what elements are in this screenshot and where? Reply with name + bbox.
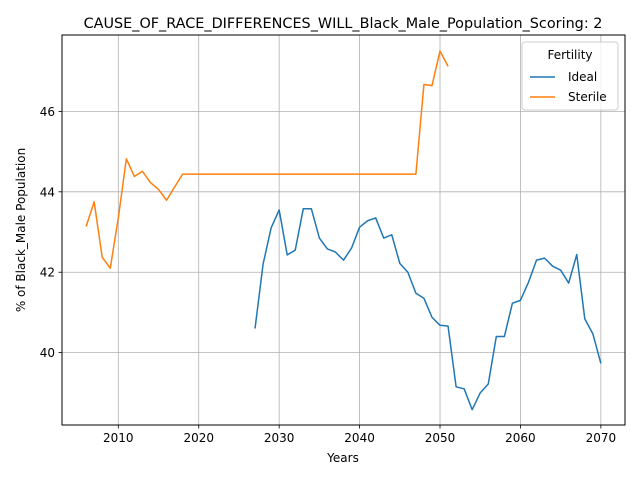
x-tick-label-2050: 2050 bbox=[425, 431, 456, 445]
x-tick-label-2020: 2020 bbox=[183, 431, 214, 445]
chart-title: CAUSE_OF_RACE_DIFFERENCES_WILL_Black_Mal… bbox=[84, 16, 603, 32]
y-tick-label-46: 46 bbox=[40, 105, 55, 119]
x-tick-label-2030: 2030 bbox=[264, 431, 295, 445]
legend-label-ideal: Ideal bbox=[568, 70, 597, 84]
legend-title: Fertility bbox=[547, 48, 592, 62]
legend: Fertility Ideal Sterile bbox=[522, 42, 618, 110]
y-tick-label-44: 44 bbox=[40, 185, 55, 199]
x-tick-label-2070: 2070 bbox=[586, 431, 617, 445]
legend-label-sterile: Sterile bbox=[568, 90, 607, 104]
y-axis-label: % of Black_Male Population bbox=[14, 148, 28, 312]
y-tick-label-40: 40 bbox=[40, 346, 55, 360]
x-axis-label: Years bbox=[326, 451, 359, 465]
x-tick-label-2060: 2060 bbox=[505, 431, 536, 445]
x-tick-label-2010: 2010 bbox=[103, 431, 134, 445]
x-tick-label-2040: 2040 bbox=[344, 431, 375, 445]
y-tick-label-42: 42 bbox=[40, 266, 55, 280]
